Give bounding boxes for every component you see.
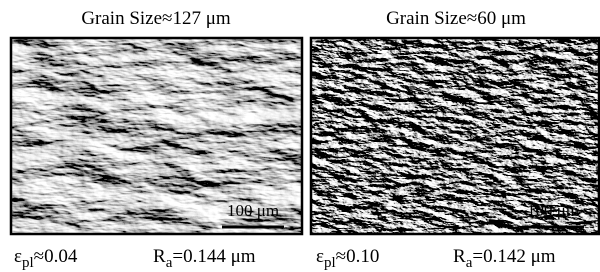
symbol: ε — [316, 246, 324, 267]
figure: Grain Size≈127 μm 100 μm εpl≈0.04 Ra=0.1… — [0, 0, 600, 272]
page: {"panels": [ {"title": "Grain Size≈127 μ… — [0, 0, 600, 272]
symbol: R — [453, 246, 466, 267]
value: ≈0.04 — [34, 246, 78, 267]
scale-bar-label: 100 μm — [227, 201, 279, 220]
panel-title: Grain Size≈127 μm — [81, 8, 231, 29]
value: =0.142 μm — [472, 246, 555, 267]
panel-title: Grain Size≈60 μm — [386, 8, 526, 29]
strain-label: εpl≈0.04 — [14, 246, 78, 271]
roughness-label: Ra=0.144 μm — [153, 246, 256, 271]
roughness-label: Ra=0.142 μm — [453, 246, 556, 271]
value: =0.144 μm — [172, 246, 255, 267]
symbol: ε — [14, 246, 22, 267]
scale-bar-label: 100 μm — [527, 201, 579, 220]
strain-label: εpl≈0.10 — [316, 246, 379, 271]
subscript: pl — [22, 255, 34, 271]
value: ≈0.10 — [336, 246, 380, 267]
symbol: R — [153, 246, 166, 267]
subscript: pl — [324, 255, 336, 271]
